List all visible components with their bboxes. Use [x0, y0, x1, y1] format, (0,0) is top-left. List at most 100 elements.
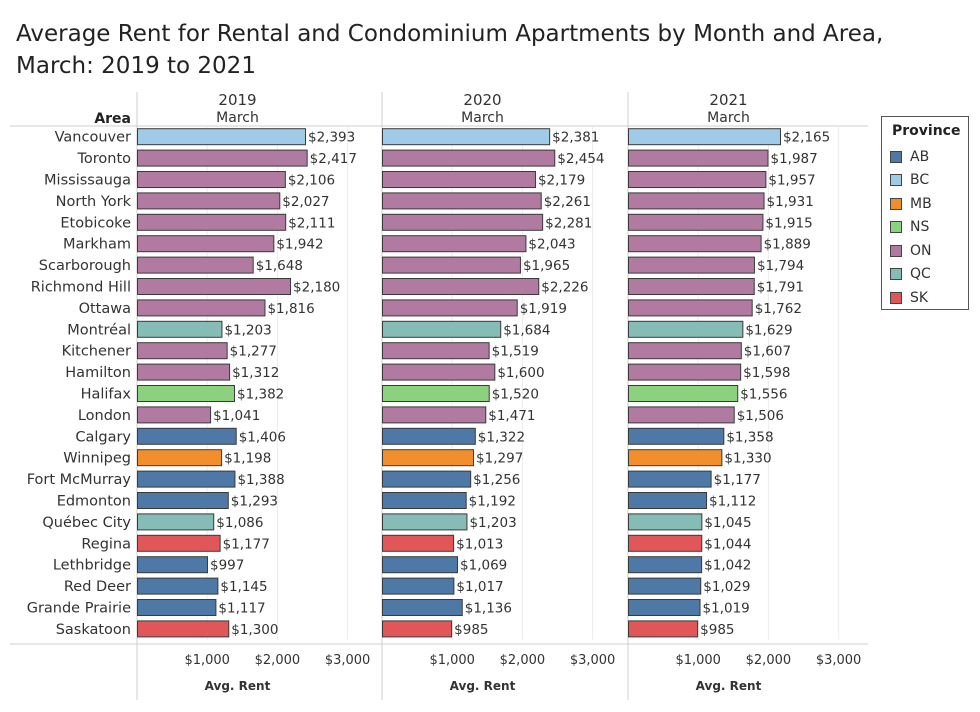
bar — [382, 470, 472, 488]
bar — [628, 213, 764, 231]
bar — [382, 556, 459, 574]
data-label: $2,179 — [538, 173, 585, 189]
bar — [382, 235, 527, 253]
data-label: $1,145 — [220, 579, 267, 595]
bar — [382, 513, 468, 531]
data-label: $1,177 — [714, 472, 761, 488]
data-label: $1,919 — [520, 301, 567, 317]
bar — [137, 513, 215, 531]
category-label: Ottawa — [79, 301, 131, 317]
data-label: $1,762 — [755, 301, 802, 317]
legend-item: ON — [882, 239, 968, 263]
legend-item: BC — [882, 169, 968, 193]
panel-year-label: 2019 — [218, 91, 256, 109]
bar — [137, 534, 221, 552]
bar — [137, 385, 236, 402]
data-label: $1,042 — [704, 558, 751, 574]
bar — [137, 235, 275, 253]
data-label: $1,556 — [740, 387, 787, 403]
legend-item: QC — [882, 263, 968, 287]
x-tick-label: $1,000 — [675, 653, 721, 668]
data-label: $1,293 — [231, 494, 278, 510]
category-label: Vancouver — [55, 130, 131, 146]
data-label: $2,165 — [783, 130, 830, 146]
data-label: $1,198 — [224, 451, 271, 467]
bar — [382, 449, 475, 467]
data-label: $1,300 — [231, 622, 278, 638]
bar — [628, 385, 739, 402]
x-tick-label: $3,000 — [570, 653, 616, 668]
panel-month-label: March — [707, 110, 750, 126]
legend-swatch — [890, 268, 902, 281]
x-axis-label: Avg. Rent — [205, 679, 271, 693]
data-label: $1,136 — [465, 601, 512, 617]
bar — [628, 406, 735, 424]
bar — [628, 470, 712, 488]
category-label: Québec City — [42, 515, 131, 531]
category-label: North York — [56, 194, 132, 210]
panel-year-label: 2021 — [709, 91, 747, 109]
category-label: Lethbridge — [53, 558, 131, 574]
bar — [137, 192, 281, 210]
bar — [137, 599, 217, 616]
bar — [137, 256, 254, 274]
bar — [137, 449, 223, 467]
category-label: Halifax — [81, 387, 132, 403]
data-label: $1,520 — [492, 387, 539, 403]
data-label: $1,791 — [757, 280, 804, 296]
bar — [382, 256, 521, 274]
category-label: Fort McMurray — [27, 472, 132, 488]
bar — [137, 427, 237, 445]
data-label: $1,957 — [768, 173, 815, 189]
bar — [628, 363, 742, 381]
bar — [137, 320, 223, 338]
data-label: $2,261 — [544, 194, 591, 210]
bar — [137, 128, 306, 146]
bar — [137, 149, 308, 167]
legend-swatch — [890, 244, 902, 257]
data-label: $1,987 — [770, 151, 817, 167]
data-label: $2,454 — [557, 151, 604, 167]
legend-item: SK — [882, 286, 968, 310]
data-label: $1,915 — [765, 215, 812, 231]
bar — [382, 385, 490, 402]
chart-title: Average Rent for Rental and Condominium … — [16, 21, 884, 79]
bar — [382, 492, 467, 509]
data-label: $1,112 — [709, 494, 756, 510]
legend-title: Province — [892, 123, 961, 139]
x-tick-label: $1,000 — [184, 653, 230, 668]
bar — [382, 320, 502, 338]
bar — [628, 577, 702, 595]
data-label: $1,203 — [469, 515, 516, 531]
x-tick-label: $2,000 — [255, 653, 301, 668]
category-label: Kitchener — [62, 344, 131, 360]
legend-swatch — [890, 221, 902, 234]
bar — [628, 342, 742, 360]
bar-chart: Area Vancouver Toronto Mississauga North Yor… — [10, 91, 868, 700]
bar — [382, 192, 542, 210]
bar — [137, 620, 230, 638]
category-label: Edmonton — [57, 494, 131, 510]
legend-label: BC — [910, 172, 930, 189]
data-label: $1,312 — [232, 365, 279, 381]
legend-item: MB — [882, 192, 968, 216]
bar — [628, 513, 703, 531]
data-label: $1,965 — [523, 258, 570, 274]
bar — [382, 278, 540, 295]
data-label: $1,942 — [276, 237, 323, 253]
x-tick-label: $3,000 — [325, 653, 371, 668]
data-label: $1,086 — [216, 515, 263, 531]
bar — [137, 363, 231, 381]
data-label: $1,192 — [469, 494, 516, 510]
data-label: $2,417 — [310, 151, 357, 167]
bar — [382, 128, 551, 146]
data-label: $2,226 — [541, 280, 588, 296]
x-tick-label: $1,000 — [429, 653, 475, 668]
data-label: $1,684 — [503, 322, 550, 338]
bar — [137, 470, 236, 488]
bar — [628, 149, 769, 167]
data-label: $1,629 — [745, 322, 792, 338]
bar — [382, 299, 518, 317]
category-label: Red Deer — [64, 579, 131, 595]
data-label: $1,277 — [230, 344, 277, 360]
